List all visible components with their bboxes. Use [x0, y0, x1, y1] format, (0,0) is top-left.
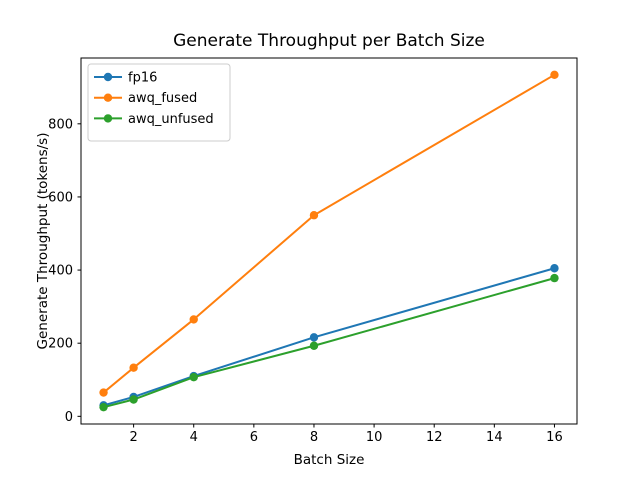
legend: fp16 awq_fused awq_unfused — [87, 63, 231, 142]
y-tick-label: 200 — [48, 337, 73, 352]
data-point-marker — [129, 363, 138, 372]
data-point-marker — [309, 211, 319, 220]
data-point-marker — [550, 70, 559, 80]
y-tick-label: 600 — [48, 190, 73, 205]
series-awq_fused — [99, 70, 559, 397]
data-point-marker — [309, 341, 319, 350]
data-point-marker — [99, 388, 108, 397]
x-tick-label: 8 — [310, 430, 318, 445]
y-tick-label: 0 — [65, 410, 73, 425]
data-point-marker — [99, 402, 108, 412]
x-tick-label: 14 — [486, 430, 503, 445]
series-awq_unfused — [99, 273, 559, 412]
plot-spines — [80, 57, 578, 425]
x-tick-label: 16 — [546, 430, 563, 445]
legend-frame — [87, 63, 231, 142]
legend-label: awq_unfused — [128, 112, 214, 127]
legend-label: fp16 — [128, 71, 157, 86]
series-fp16 — [99, 264, 559, 410]
data-point-marker — [550, 273, 559, 283]
legend-marker — [103, 93, 113, 102]
legend-label: awq_fused — [128, 91, 197, 106]
x-tick-label: 6 — [250, 430, 258, 445]
series-layer — [99, 70, 559, 412]
x-tick-label: 4 — [190, 430, 198, 445]
y-axis-label: Generate Throughput (tokens/s) — [35, 133, 51, 350]
series-line-awq_unfused — [103, 277, 555, 409]
chart-title: Generate Throughput per Batch Size — [173, 31, 485, 51]
x-tick-label: 12 — [426, 430, 443, 445]
data-point-marker — [129, 395, 138, 404]
data-point-marker — [189, 372, 198, 382]
x-tick-label: 2 — [129, 430, 137, 445]
axes-layer: 2 4 6 8 10 12 14 16 0 200 400 600 800 — [48, 57, 578, 445]
x-tick-label: 10 — [366, 430, 383, 445]
y-tick-label: 400 — [48, 264, 73, 279]
legend-marker — [103, 72, 113, 82]
data-point-marker — [189, 315, 198, 324]
data-point-marker — [309, 333, 319, 342]
data-point-marker — [550, 264, 559, 273]
legend-marker — [103, 114, 113, 123]
x-axis-label: Batch Size — [294, 452, 365, 468]
y-tick-label: 800 — [48, 117, 73, 132]
